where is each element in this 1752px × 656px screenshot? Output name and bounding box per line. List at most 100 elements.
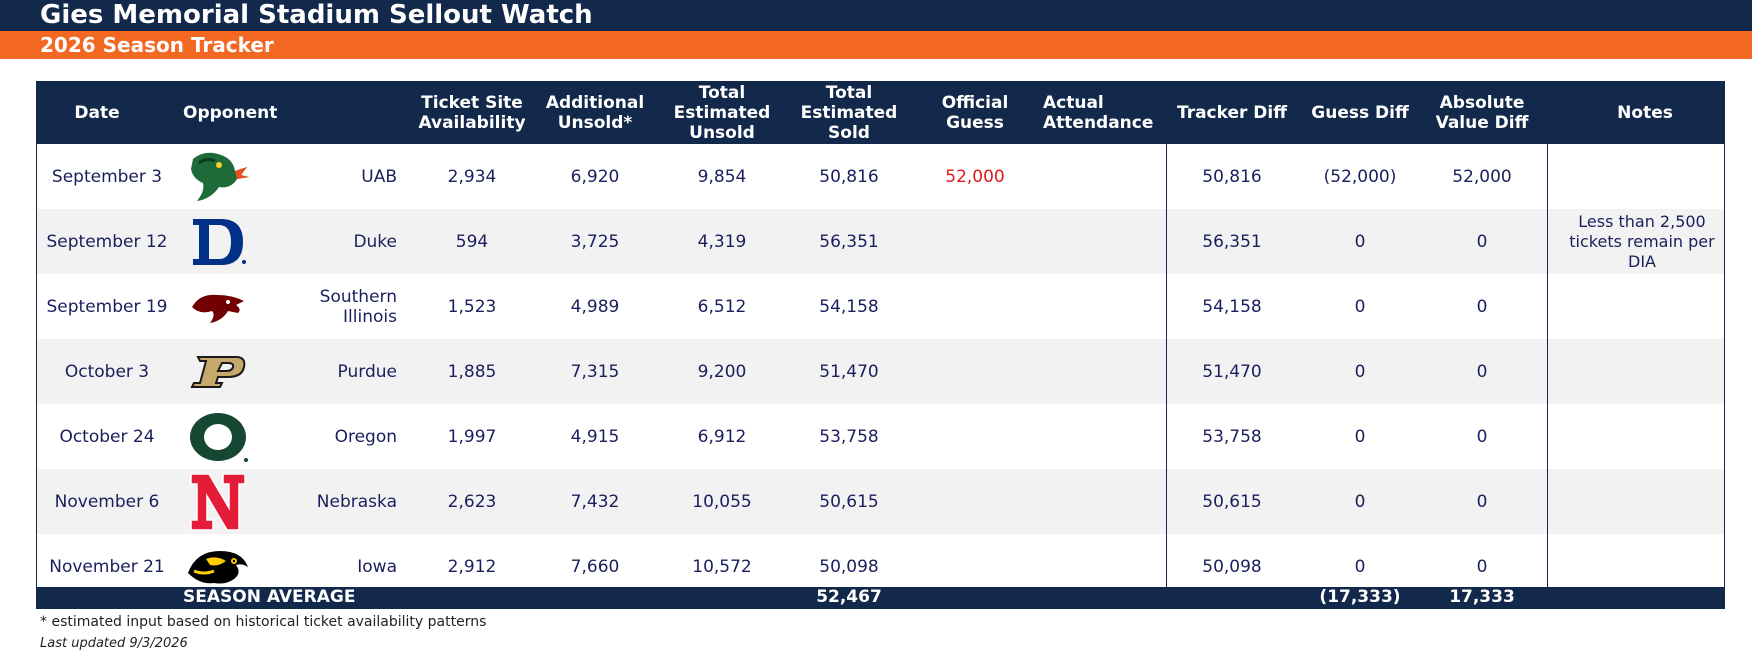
cell-guess-diff: 0 [1354,231,1366,252]
cell-total-unsold: 10,572 [692,556,752,577]
cell-additional-unsold: 7,315 [570,361,620,382]
iowa-logo-icon [183,534,253,599]
col-abs-diff[interactable]: Absolute Value Diff [1435,93,1529,133]
cell-official-guess[interactable] [930,209,1020,274]
cell-abs-diff: 52,000 [1452,166,1512,187]
cell-abs-diff: 0 [1476,491,1488,512]
cell-actual-attendance[interactable] [1043,144,1153,209]
cell-additional-unsold: 6,920 [570,166,620,187]
season-average-guess-diff: (17,333) [1319,587,1401,607]
cell-abs-diff: 0 [1476,296,1488,317]
col-actual-attendance[interactable]: Actual Attendance [1043,93,1154,133]
cell-total-sold: 50,098 [819,556,879,577]
footnote: * estimated input based on historical ti… [40,614,487,630]
cell-official-guess[interactable]: 52,000 [945,166,1005,187]
cell-ticket-site: 2,934 [447,166,497,187]
cell-total-sold: 54,158 [819,296,879,317]
cell-total-unsold: 4,319 [697,231,747,252]
cell-additional-unsold: 7,432 [570,491,620,512]
col-ticket-site[interactable]: Ticket Site Availability [418,93,526,133]
cell-additional-unsold: 4,915 [570,426,620,447]
page-title: Gies Memorial Stadium Sellout Watch [40,0,593,30]
cell-date: October 24 [59,426,155,447]
col-additional-unsold[interactable]: Additional Unsold* [545,93,645,133]
cell-total-sold: 53,758 [819,426,879,447]
cell-date: November 6 [54,491,160,512]
divider [1547,142,1548,587]
cell-abs-diff: 0 [1476,231,1488,252]
col-tracker-diff[interactable]: Tracker Diff [1176,103,1288,123]
cell-guess-diff: 0 [1354,361,1366,382]
cell-total-unsold: 9,854 [697,166,747,187]
title-bar: Gies Memorial Stadium Sellout Watch [0,0,1752,31]
sellout-table: Date Opponent Ticket Site Availability A… [36,81,1725,609]
col-total-unsold[interactable]: Total Estimated Unsold [673,83,771,143]
table-row: November 21 Iowa 2,912 7,660 10,572 50,0… [37,534,1724,599]
season-average-row: SEASON AVERAGE 52,467 (17,333) 17,333 [37,587,1724,608]
season-average-label: SEASON AVERAGE [183,587,356,607]
cell-total-sold: 51,470 [819,361,879,382]
cell-actual-attendance[interactable] [1043,274,1153,339]
col-opponent[interactable]: Opponent [183,103,278,123]
cell-opponent: UAB [361,166,397,187]
cell-guess-diff: 0 [1354,491,1366,512]
cell-guess-diff: 0 [1354,426,1366,447]
cell-tracker-diff: 53,758 [1202,426,1262,447]
cell-additional-unsold: 3,725 [570,231,620,252]
cell-ticket-site: 1,885 [447,361,497,382]
last-updated: Last updated 9/3/2026 [40,636,188,651]
cell-total-unsold: 6,512 [697,296,747,317]
cell-actual-attendance[interactable] [1043,404,1153,469]
cell-tracker-diff: 50,615 [1202,491,1262,512]
col-guess-diff[interactable]: Guess Diff [1311,103,1409,123]
cell-date: November 21 [49,556,165,577]
purdue-logo-icon [183,339,253,404]
uab-dragon-logo-icon [183,144,253,209]
cell-total-unsold: 6,912 [697,426,747,447]
col-official-guess[interactable]: Official Guess [941,93,1009,133]
nebraska-logo-icon [183,469,253,534]
cell-date: October 3 [64,361,150,382]
oregon-logo-icon [183,404,253,469]
cell-official-guess[interactable] [930,404,1020,469]
table-row: September 12 Duke 594 3,725 4,319 56,351… [37,209,1724,274]
cell-date: September 19 [46,296,168,317]
cell-actual-attendance[interactable] [1043,339,1153,404]
col-total-sold[interactable]: Total Estimated Sold [800,83,898,143]
cell-notes [1549,144,1724,209]
cell-official-guess[interactable] [930,274,1020,339]
cell-tracker-diff: 50,816 [1202,166,1262,187]
cell-notes [1549,404,1724,469]
cell-actual-attendance[interactable] [1043,209,1153,274]
col-notes[interactable]: Notes [1617,103,1673,123]
saluki-logo-icon [183,274,253,339]
cell-total-sold: 56,351 [819,231,879,252]
cell-actual-attendance[interactable] [1043,469,1153,534]
season-average-total-sold: 52,467 [816,587,882,607]
cell-additional-unsold: 4,989 [570,296,620,317]
cell-tracker-diff: 51,470 [1202,361,1262,382]
cell-notes: Less than 2,500 tickets remain per DIA [1569,211,1715,271]
cell-guess-diff: 0 [1354,556,1366,577]
cell-tracker-diff: 54,158 [1202,296,1262,317]
cell-ticket-site: 594 [455,231,489,252]
table-header: Date Opponent Ticket Site Availability A… [37,82,1724,144]
col-date[interactable]: Date [74,103,120,123]
cell-total-sold: 50,615 [819,491,879,512]
page-subtitle: 2026 Season Tracker [40,33,274,57]
cell-total-sold: 50,816 [819,166,879,187]
table-row: September 19 Southern Illinois 1,523 4,9… [37,274,1724,339]
table-row: October 24 Oregon 1,997 4,915 6,912 53,7… [37,404,1724,469]
cell-abs-diff: 0 [1476,556,1488,577]
cell-official-guess[interactable] [930,339,1020,404]
subtitle-bar: 2026 Season Tracker [0,31,1752,59]
duke-logo-icon [183,209,253,274]
cell-total-unsold: 9,200 [697,361,747,382]
cell-guess-diff: (52,000) [1323,166,1397,187]
cell-official-guess[interactable] [930,469,1020,534]
cell-tracker-diff: 56,351 [1202,231,1262,252]
cell-notes [1549,469,1724,534]
cell-ticket-site: 2,912 [447,556,497,577]
cell-abs-diff: 0 [1476,426,1488,447]
cell-additional-unsold: 7,660 [570,556,620,577]
